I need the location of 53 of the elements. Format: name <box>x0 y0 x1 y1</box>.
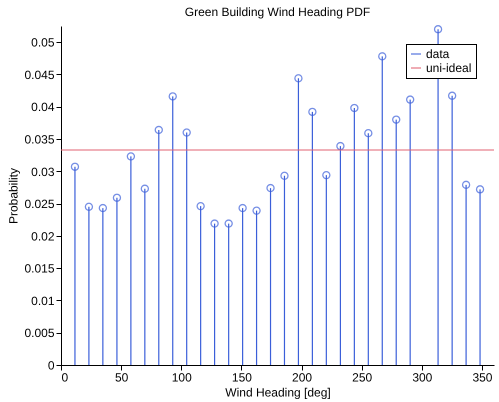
point <box>252 206 261 215</box>
point <box>378 52 386 61</box>
point <box>224 219 233 228</box>
point <box>434 25 442 34</box>
y-tick-label: 0.045 <box>24 68 55 82</box>
y-tick-label: 0.05 <box>31 36 55 50</box>
x-tick-label: 350 <box>472 370 493 384</box>
y-tick-label: 0.005 <box>24 326 55 340</box>
y-axis-title: Probability <box>6 168 20 224</box>
point <box>70 162 80 171</box>
point <box>336 142 345 150</box>
point <box>462 180 470 190</box>
point <box>476 185 484 194</box>
point <box>448 92 456 100</box>
point <box>210 219 219 228</box>
point <box>126 152 136 161</box>
point <box>168 92 177 101</box>
point <box>294 74 303 82</box>
legend-label: uni-ideal <box>426 61 472 75</box>
y-tick-label: 0.01 <box>31 294 55 308</box>
x-axis-title: Wind Heading [deg] <box>225 386 331 400</box>
y-tick-label: 0.03 <box>31 164 55 179</box>
point <box>196 202 205 210</box>
point <box>406 95 414 104</box>
y-tick-label: 0.04 <box>31 100 55 114</box>
x-tick-label: 100 <box>172 370 192 384</box>
legend-label: data <box>426 47 450 61</box>
x-tick-label: 300 <box>412 370 433 384</box>
point <box>84 202 94 211</box>
point <box>238 204 247 212</box>
point <box>98 204 108 212</box>
x-tick-label: 150 <box>232 370 252 384</box>
x-tick-label: 0 <box>62 370 68 384</box>
y-tick-label: 0.015 <box>24 262 55 276</box>
y-tick-label: 0.025 <box>24 197 55 212</box>
point <box>182 128 191 137</box>
point <box>308 108 317 116</box>
x-tick-label: 250 <box>352 370 373 384</box>
point <box>322 170 331 180</box>
point <box>266 184 275 192</box>
x-tick-label: 50 <box>114 370 129 384</box>
x-tick-label: 200 <box>292 370 312 384</box>
y-tick-label: 0.035 <box>24 132 55 146</box>
point <box>350 104 359 112</box>
point <box>392 115 400 124</box>
y-tick-label: 0.02 <box>31 229 55 244</box>
chart-title: Green Building Wind Heading PDF <box>184 5 370 20</box>
point <box>364 129 372 138</box>
point <box>112 194 122 202</box>
point <box>154 126 163 134</box>
y-tick-label: 0 <box>48 358 55 372</box>
point <box>140 184 150 193</box>
point <box>280 172 289 180</box>
